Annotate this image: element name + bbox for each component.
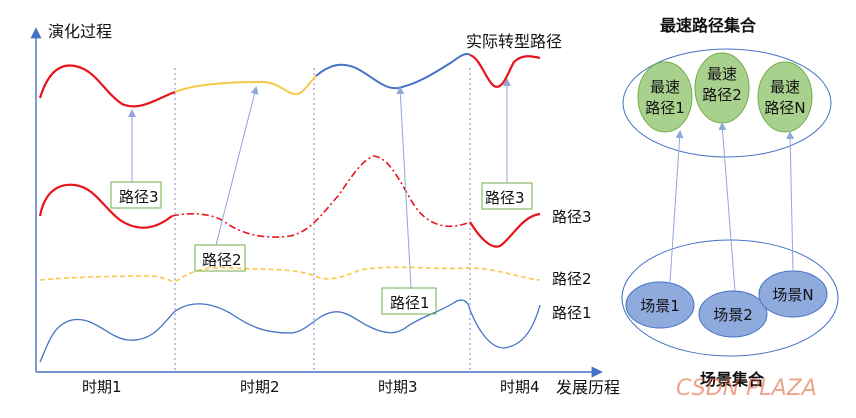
fastest-path-2-line2: 路径2 — [702, 86, 742, 104]
path-box-period2-text: 路径2 — [202, 251, 242, 269]
path-box-period4-text: 路径3 — [485, 189, 525, 207]
x-axis-label: 发展历程 — [556, 378, 620, 397]
path3-label: 路径3 — [552, 208, 592, 226]
y-axis-label: 演化过程 — [48, 22, 112, 41]
fastest-path-n-line2: 路径N — [764, 99, 805, 117]
scenario-n-label: 场景N — [772, 286, 813, 304]
arrow-scenario-2 — [718, 122, 736, 292]
arrow-period2 — [215, 86, 259, 246]
actual-path-red-2 — [469, 53, 541, 88]
path-box-period3 — [381, 287, 437, 315]
path-box-period1 — [110, 181, 162, 209]
period-label-1: 时期1 — [82, 378, 122, 396]
period-label-2: 时期2 — [240, 378, 280, 396]
actual-path-label: 实际转型路径 — [466, 32, 562, 51]
period-label-4: 时期4 — [500, 378, 540, 396]
fastest-set-container — [622, 48, 832, 158]
scenario-set-container — [621, 239, 839, 357]
fastest-path-1 — [637, 61, 693, 133]
period-label-3: 时期3 — [378, 378, 418, 396]
path2-label: 路径2 — [552, 270, 592, 288]
arrow-scenario-n — [786, 131, 795, 272]
scenario-set-title: 场景集合 — [700, 370, 765, 389]
actual-path-yellow — [174, 75, 317, 96]
scenario-2 — [698, 290, 768, 338]
path3-curve — [171, 155, 471, 238]
arrow-period3 — [396, 86, 412, 289]
fastest-path-n — [757, 61, 813, 133]
path-box-period3-text: 路径1 — [390, 294, 430, 312]
scenario-2-label: 场景2 — [713, 306, 753, 324]
watermark-logo: CSDN PLAZA — [676, 376, 817, 401]
path-box-period1-text: 路径3 — [119, 188, 159, 206]
path3-curve-period1 — [38, 183, 173, 229]
arrow-scenario-1 — [669, 130, 684, 283]
fastest-path-1-line1: 最速 — [650, 78, 680, 96]
path2-curve — [39, 266, 541, 282]
path1-label: 路径1 — [552, 304, 592, 322]
fastest-path-1-line2: 路径1 — [645, 99, 685, 117]
path-box-period2 — [194, 244, 246, 272]
scenario-1 — [625, 281, 695, 329]
fastest-set-title: 最速路径集合 — [660, 16, 757, 35]
fastest-path-2-line1: 最速 — [707, 65, 737, 83]
path3-curve-period4 — [469, 212, 541, 248]
fastest-path-n-line1: 最速 — [770, 78, 800, 96]
path1-curve — [39, 299, 541, 363]
actual-path-red-1 — [38, 64, 176, 108]
actual-path-blue — [315, 52, 471, 90]
scenario-1-label: 场景1 — [640, 297, 680, 315]
